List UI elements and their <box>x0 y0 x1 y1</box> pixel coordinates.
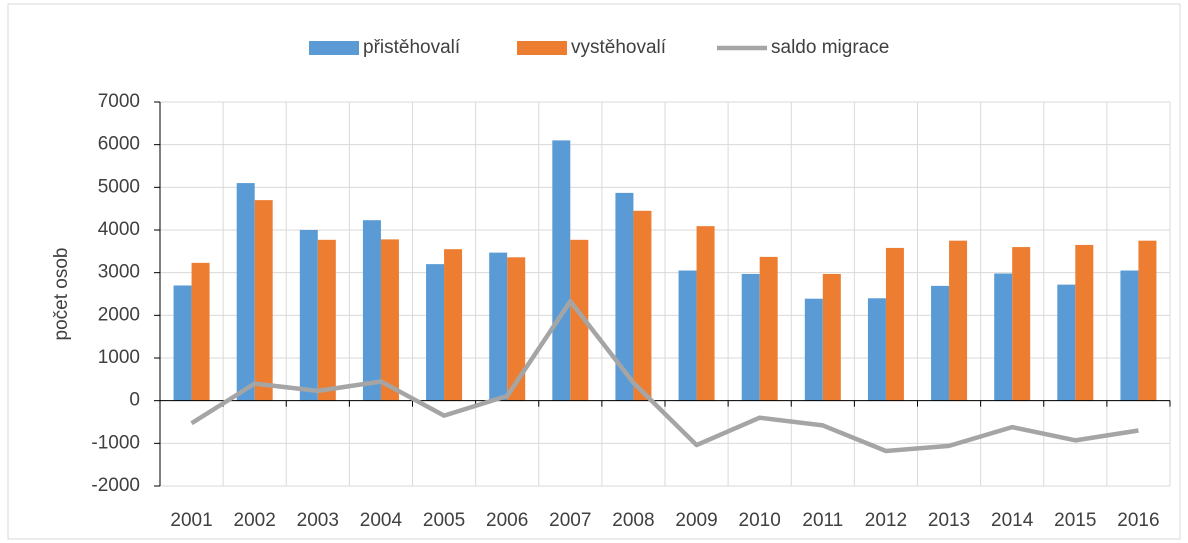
legend-label: saldo migrace <box>771 37 889 58</box>
x-tick-label: 2015 <box>1054 510 1096 531</box>
y-tick-label: 4000 <box>98 219 140 240</box>
bar <box>173 285 192 401</box>
bar <box>867 298 886 401</box>
bar <box>507 257 526 401</box>
bar <box>1138 240 1157 401</box>
bar <box>1120 270 1139 401</box>
bar <box>678 270 697 401</box>
x-tick-label: 2009 <box>675 510 717 531</box>
bar <box>426 264 445 401</box>
bar <box>615 192 634 401</box>
bar <box>444 249 463 401</box>
x-tick-label: 2005 <box>423 510 465 531</box>
bar <box>696 226 715 401</box>
legend-swatch <box>309 41 359 55</box>
legend-label: vystěhovalí <box>571 37 667 58</box>
x-tick-label: 2001 <box>170 510 212 531</box>
bar <box>885 247 904 401</box>
y-tick-label: 6000 <box>98 134 140 155</box>
bar <box>552 140 571 401</box>
y-tick-label: -2000 <box>91 475 140 496</box>
bar <box>633 210 652 401</box>
bar <box>299 230 318 401</box>
x-tick-label: 2016 <box>1117 510 1159 531</box>
bar <box>804 298 823 401</box>
x-tick-label: 2007 <box>549 510 591 531</box>
y-tick-label: 7000 <box>98 91 140 112</box>
x-tick-label: 2012 <box>865 510 907 531</box>
bar <box>380 239 399 401</box>
bar <box>362 220 381 401</box>
x-tick-label: 2013 <box>928 510 970 531</box>
bar <box>191 262 210 401</box>
x-tick-label: 2014 <box>991 510 1034 531</box>
bar <box>759 256 778 401</box>
y-tick-label: 2000 <box>98 304 140 325</box>
x-tick-label: 2010 <box>739 510 781 531</box>
bar <box>570 239 589 401</box>
bar <box>741 273 760 401</box>
legend-label: přistěhovalí <box>363 37 461 58</box>
y-tick-label: 0 <box>129 390 140 411</box>
bar <box>1075 244 1094 401</box>
x-tick-label: 2008 <box>612 510 654 531</box>
bar <box>931 285 950 401</box>
bar <box>317 239 336 401</box>
bar <box>236 183 255 401</box>
y-tick-label: 5000 <box>98 176 140 197</box>
y-tick-label: 1000 <box>98 347 140 368</box>
line <box>190 299 1139 454</box>
x-tick-label: 2004 <box>360 510 403 531</box>
bar <box>254 200 273 401</box>
bar <box>489 252 508 401</box>
bar <box>1012 247 1031 401</box>
chart-border <box>7 3 1181 540</box>
x-tick-label: 2011 <box>802 510 843 531</box>
legend-swatch <box>517 41 567 55</box>
bar <box>994 273 1013 401</box>
x-tick-label: 2002 <box>234 510 276 531</box>
y-axis-label: počet osob <box>51 248 72 341</box>
bar <box>822 273 841 401</box>
bar <box>949 240 968 401</box>
y-tick-label: 3000 <box>98 262 140 283</box>
bar <box>1057 284 1076 401</box>
y-tick-label: -1000 <box>91 432 140 453</box>
x-tick-label: 2006 <box>486 510 528 531</box>
x-tick-label: 2003 <box>297 510 339 531</box>
